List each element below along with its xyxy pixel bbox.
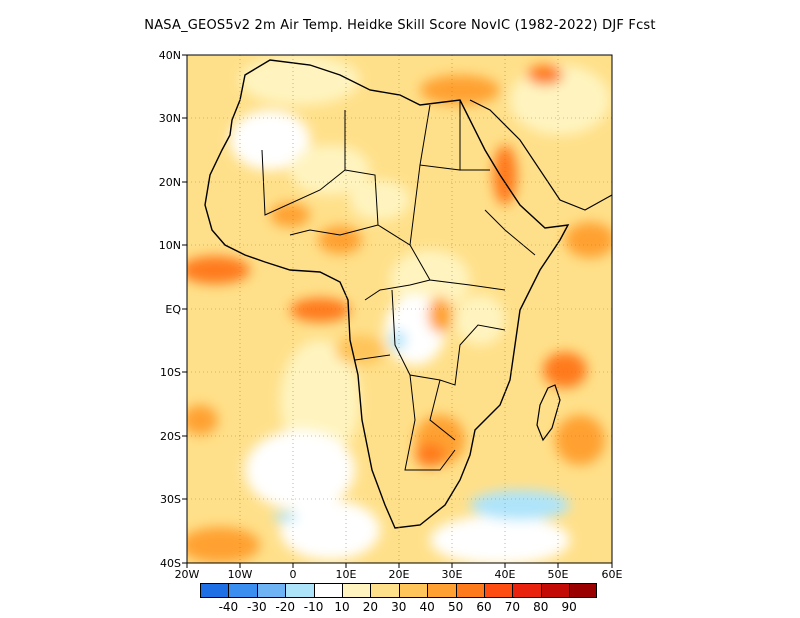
lat-tick-label: EQ [165, 303, 181, 316]
lon-tick-label: 20E [388, 568, 410, 581]
colorbar-swatch [313, 583, 342, 598]
lon-tick-label: 40E [494, 568, 516, 581]
colorbar-label: 50 [447, 600, 464, 614]
colorbar-swatch [483, 583, 513, 598]
colorbar-swatch [540, 583, 570, 598]
skill-field [187, 55, 612, 563]
colorbar-label: 10 [334, 600, 350, 614]
colorbar-label: 40 [419, 600, 435, 614]
arabian-coast [469, 99, 612, 211]
colorbar-label: -20 [275, 600, 295, 614]
colorbar-swatch [256, 583, 286, 598]
country-borders [261, 100, 536, 471]
colorbar-label: 70 [504, 600, 521, 614]
lat-tick-label: 20S [160, 430, 181, 443]
colorbar-swatch [569, 583, 598, 598]
colorbar-swatch [512, 583, 541, 598]
tick-marks [182, 54, 613, 568]
lon-tick-label: 20W [174, 568, 200, 581]
lon-tick-label: 0 [289, 568, 297, 581]
madagascar [536, 384, 561, 442]
colorbar-label: 80 [533, 600, 549, 614]
colorbar-label: 60 [476, 600, 492, 614]
colorbar-swatch [427, 583, 456, 598]
lon-tick-label: 10W [227, 568, 253, 581]
colorbar-swatch [398, 583, 428, 598]
colorbar-swatch [341, 583, 371, 598]
lat-tick-label: 30S [160, 493, 181, 506]
colorbar-swatch [370, 583, 399, 598]
colorbar-swatch [200, 583, 229, 598]
colorbar-swatch [285, 583, 314, 598]
lon-tick-label: 30E [441, 568, 463, 581]
lon-tick-label: 10E [335, 568, 357, 581]
colorbar-label: -30 [246, 600, 267, 614]
colorbar-label: 90 [561, 600, 577, 614]
chart-title: NASA_GEOS5v2 2m Air Temp. Heidke Skill S… [144, 18, 656, 33]
lon-tick-label: 60E [601, 568, 623, 581]
lat-tick-label: 40N [158, 49, 181, 62]
colorbar-label: -40 [218, 600, 239, 614]
lon-tick-label: 50E [547, 568, 569, 581]
colorbar-label: 30 [391, 600, 407, 614]
colorbar-swatch [455, 583, 484, 598]
colorbar-label: 20 [362, 600, 379, 614]
lat-tick-label: 40S [160, 557, 181, 570]
colorbar [200, 583, 598, 599]
lat-tick-label: 20N [158, 176, 181, 189]
lat-tick-label: 10N [158, 239, 181, 252]
gridlines [187, 55, 612, 563]
colorbar-swatch [228, 583, 257, 598]
colorbar-label: -10 [303, 600, 324, 614]
coastline [204, 59, 570, 529]
lat-tick-label: 30N [158, 112, 181, 125]
lat-tick-label: 10S [160, 366, 181, 379]
